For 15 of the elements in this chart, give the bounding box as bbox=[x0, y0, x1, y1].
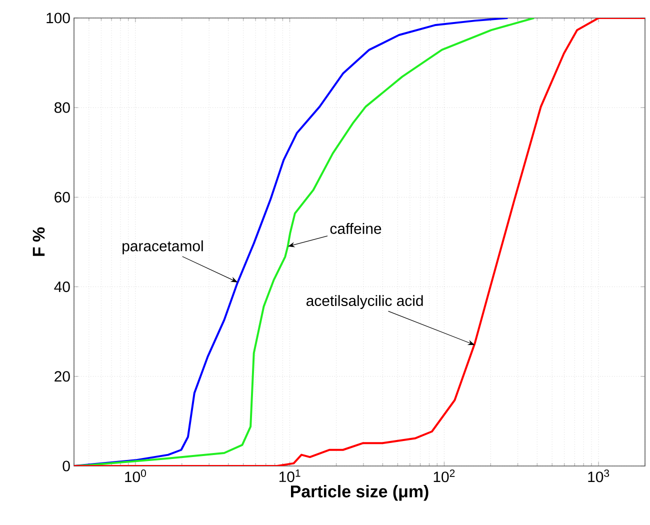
y-tick-label: 20 bbox=[54, 371, 70, 382]
y-tick-label: 40 bbox=[54, 282, 70, 292]
annotation: paracetamol bbox=[122, 240, 203, 254]
y-tick-label: 100 bbox=[46, 12, 70, 24]
x-tick-label: 10$^{0}$ bbox=[125, 470, 146, 482]
x-tick-label: 10$^{1}$ bbox=[279, 470, 300, 482]
x-axis-title: Particle size (μm) bbox=[290, 485, 428, 501]
y-tick-label: 80 bbox=[54, 102, 70, 113]
y-tick-label: 60 bbox=[54, 192, 70, 202]
annotation: acetilsalycilic acid bbox=[306, 295, 423, 309]
annotation: caffeine bbox=[330, 222, 382, 234]
y-tick-label: 0 bbox=[62, 460, 70, 472]
x-tick-label: 10$^{2}$ bbox=[434, 470, 455, 482]
x-tick-label: 10$^{3}$ bbox=[588, 470, 610, 482]
y-axis-title: F % bbox=[32, 227, 45, 256]
